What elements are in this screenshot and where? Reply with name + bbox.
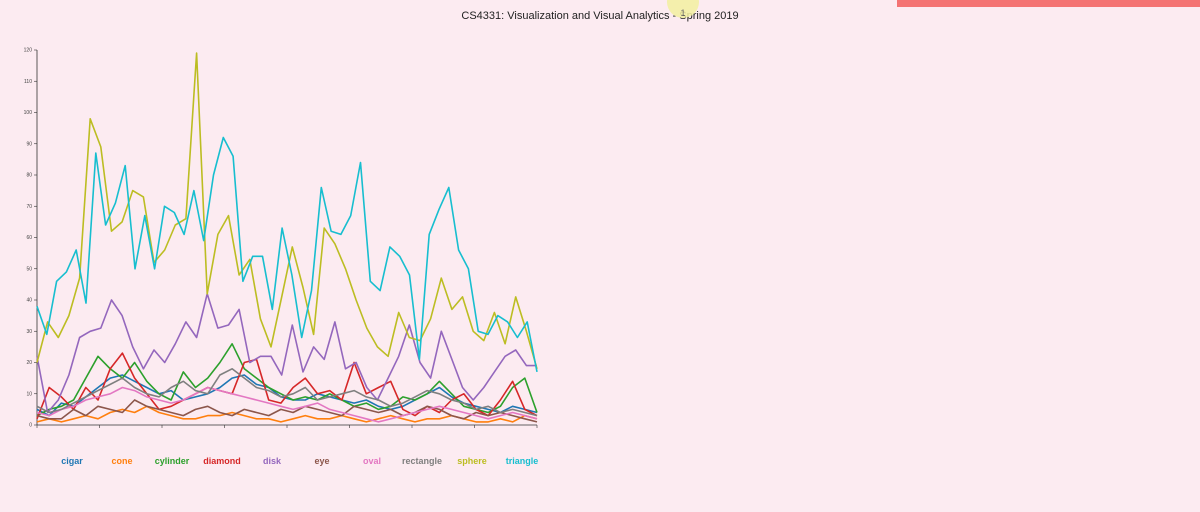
line-chart: 0 10 20 30 40 50 60 70 80 90 100 110 120 bbox=[24, 48, 538, 429]
y-tick-label: 10 bbox=[26, 391, 32, 397]
series-line-disk bbox=[36, 293, 537, 414]
y-tick-label: 70 bbox=[26, 204, 32, 210]
line-chart-container: 0 10 20 30 40 50 60 70 80 90 100 110 120 bbox=[0, 40, 560, 455]
y-tick-label: 40 bbox=[26, 298, 32, 304]
legend-item-cylinder[interactable]: cylinder bbox=[154, 456, 190, 466]
page-title: CS4331: Visualization and Visual Analyti… bbox=[461, 10, 739, 22]
legend-item-diamond[interactable]: diamond bbox=[203, 456, 241, 466]
series-line-eye bbox=[36, 399, 538, 423]
series-line-rectangle bbox=[36, 367, 538, 417]
series-line-cigar bbox=[36, 374, 538, 417]
series-line-oval bbox=[36, 386, 538, 423]
y-tick-label: 110 bbox=[24, 79, 32, 85]
y-tick-label: 20 bbox=[26, 360, 32, 366]
legend-item-cone[interactable]: cone bbox=[111, 456, 133, 466]
legend-item-sphere[interactable]: sphere bbox=[457, 456, 487, 466]
series-line-triangle bbox=[36, 136, 538, 373]
series-line-sphere bbox=[36, 52, 538, 370]
y-tick-label: 120 bbox=[24, 48, 33, 54]
cursor-label: 1 bbox=[680, 8, 686, 18]
legend-item-eye[interactable]: eye bbox=[314, 456, 330, 466]
y-tick-label: 0 bbox=[29, 423, 32, 429]
legend-item-oval[interactable]: oval bbox=[362, 456, 382, 466]
y-tick-label: 60 bbox=[26, 235, 32, 241]
red-status-bar bbox=[897, 0, 1200, 7]
y-tick-label: 30 bbox=[26, 329, 32, 335]
y-tick-label: 80 bbox=[26, 173, 32, 179]
series-line-cylinder bbox=[36, 342, 538, 417]
legend-item-rectangle[interactable]: rectangle bbox=[401, 456, 443, 466]
legend-item-triangle[interactable]: triangle bbox=[505, 456, 539, 466]
legend: cigar cone cylinder diamond disk eye oval recta… bbox=[0, 456, 560, 470]
y-tick-label: 90 bbox=[26, 141, 32, 147]
legend-item-cigar[interactable]: cigar bbox=[61, 456, 83, 466]
cursor-highlight: 1 bbox=[667, 0, 699, 18]
legend-item-disk[interactable]: disk bbox=[262, 456, 282, 466]
y-tick-label: 50 bbox=[26, 266, 32, 272]
y-tick-label: 100 bbox=[24, 110, 33, 116]
